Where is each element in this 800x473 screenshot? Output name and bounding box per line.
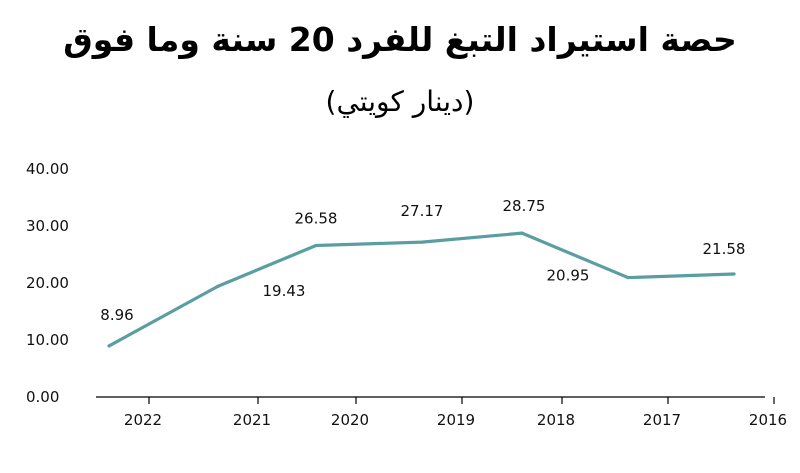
data-point: [107, 344, 111, 348]
data-point: [216, 284, 220, 288]
data-label: 8.96: [100, 306, 133, 324]
y-tick-label: 20.00: [26, 274, 69, 292]
x-tick-label: 2016: [749, 411, 787, 429]
x-tick-label: 2018: [537, 411, 575, 429]
chart-subtitle: (دينار كويتي): [325, 85, 475, 118]
data-label: 20.95: [547, 267, 590, 285]
y-tick-label: 30.00: [26, 217, 69, 235]
data-label: 21.58: [703, 240, 746, 258]
y-tick-label: 10.00: [26, 331, 69, 349]
x-tick-label: 2019: [437, 411, 475, 429]
data-point: [520, 231, 524, 235]
data-point: [626, 275, 630, 280]
data-labels: 8.96 19.43 26.58 27.17 28.75 20.95 21.58: [100, 197, 745, 324]
y-tick-label: 0.00: [26, 388, 59, 406]
data-point: [314, 243, 318, 248]
x-tick-label: 2021: [233, 411, 271, 429]
data-label: 27.17: [401, 202, 444, 220]
data-point: [420, 240, 424, 244]
data-label: 26.58: [295, 209, 338, 227]
x-axis-ticks: 2022 2021 2020 2019 2018 2017 2016: [124, 397, 787, 429]
data-point: [732, 272, 736, 276]
series-group: [107, 231, 736, 348]
y-axis-ticks: 0.00 10.00 20.00 30.00 40.00: [26, 160, 69, 406]
x-tick-label: 2022: [124, 411, 162, 429]
data-label: 28.75: [503, 197, 546, 215]
x-tick-label: 2017: [643, 411, 681, 429]
data-label: 19.43: [263, 282, 306, 300]
y-tick-label: 40.00: [26, 160, 69, 178]
x-tick-label: 2020: [331, 411, 369, 429]
series-line: [107, 231, 736, 348]
chart-title: حصة استيراد التبغ للفرد 20 سنة وما فوق: [63, 20, 737, 59]
